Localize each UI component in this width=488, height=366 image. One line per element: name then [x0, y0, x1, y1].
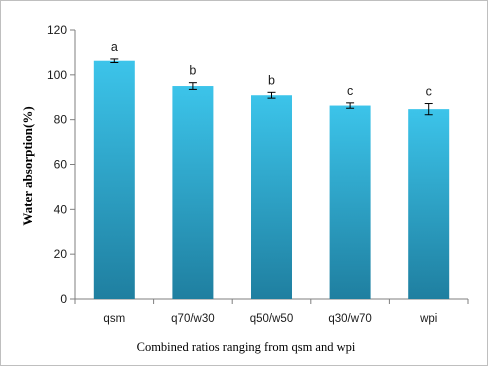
x-tick-label: qsm — [103, 313, 125, 325]
y-axis-label: Water absorption(%) — [20, 106, 35, 225]
tick-labels: 0 20 40 60 80 100 120 a qsm b q70/w30 b q50/w50 c q30/… — [47, 23, 437, 325]
y-tick-label: 60 — [54, 158, 68, 172]
y-tick-label: 20 — [54, 247, 68, 261]
error-bars — [110, 58, 433, 116]
x-tick-label: q30/w70 — [328, 313, 371, 325]
y-tick-label: 40 — [54, 202, 68, 216]
significance-letter: b — [189, 64, 196, 78]
x-tick-label: q70/w30 — [171, 313, 214, 325]
bar-qsm — [93, 60, 135, 300]
significance-letter: c — [426, 85, 432, 99]
y-tick-label: 80 — [54, 113, 68, 127]
y-tick-label: 120 — [47, 23, 67, 37]
x-axis-label: Combined ratios ranging from qsm and wpi — [137, 340, 356, 354]
axes — [70, 29, 469, 304]
bar-q70-w30 — [172, 86, 214, 300]
x-tick-label: q50/w50 — [250, 313, 293, 325]
significance-letter: b — [268, 73, 275, 87]
bar-wpi — [408, 109, 450, 300]
y-tick-label: 100 — [47, 68, 67, 82]
bar-q30-w70 — [329, 105, 371, 300]
significance-letter: c — [347, 84, 353, 98]
y-tick-label: 0 — [60, 292, 67, 306]
bars — [93, 60, 450, 300]
significance-letter: a — [111, 40, 118, 54]
x-tick-label: wpi — [419, 313, 437, 325]
bar-q50-w50 — [251, 95, 292, 299]
